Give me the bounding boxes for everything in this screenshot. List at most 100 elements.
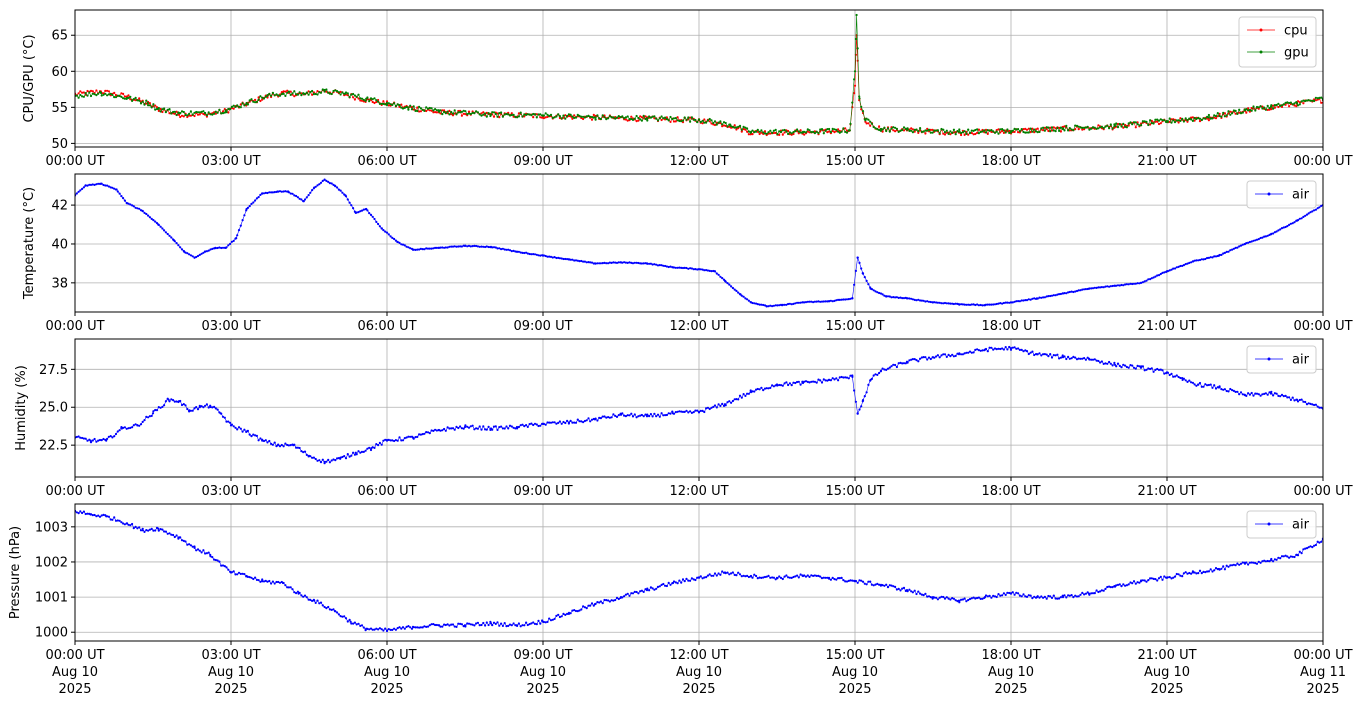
data-point-air [510,425,513,428]
data-point-air [106,437,109,440]
y-tick-label: 50 [51,137,68,152]
data-point-cpu [289,90,292,93]
data-point-gpu [295,93,298,96]
data-point-cpu [175,110,178,113]
data-point-air [257,439,260,442]
data-point-air [220,564,223,567]
data-point-air [785,574,788,577]
data-point-air [114,519,118,522]
data-point-gpu [1195,117,1198,121]
data-point-cpu [853,92,856,95]
data-point-gpu [224,109,227,112]
data-point-air [601,415,604,418]
data-point-air [751,576,754,579]
data-point-gpu [507,113,510,116]
data-point-gpu [327,91,330,94]
data-point-air [692,578,695,581]
data-point-air [558,615,562,619]
data-point-air [180,248,184,251]
legend-label-air: air [1292,518,1310,533]
data-point-air [1288,396,1291,399]
data-point-air [876,373,879,376]
data-point-air [369,448,373,452]
data-point-air [603,598,606,602]
data-point-air [895,588,899,591]
data-point-gpu [672,117,676,120]
data-point-cpu [282,90,285,93]
data-point-air [1024,349,1027,352]
data-point-air [935,596,938,599]
data-point-air [592,604,595,607]
data-point-cpu [986,132,989,135]
data-point-gpu [803,130,806,133]
data-point-air [735,289,738,292]
data-point-gpu [1008,131,1011,134]
data-point-air [81,436,84,440]
data-point-gpu [364,99,367,102]
data-point-air [1040,354,1043,357]
data-point-air [118,429,121,432]
data-point-air [1197,572,1200,575]
data-point-air [443,246,446,249]
data-point-air [929,596,932,599]
data-point-cpu [532,116,535,119]
data-point-air [548,255,551,258]
data-point-air [207,406,210,409]
data-point-air [1149,367,1152,371]
data-point-cpu [1059,130,1062,133]
data-point-air [475,427,478,430]
data-point-air [708,573,711,576]
data-point-gpu [289,93,292,96]
data-point-air [874,373,877,376]
data-point-air [476,427,479,430]
data-point-air [418,626,421,629]
data-point-air [737,398,740,401]
data-point-air [1266,393,1269,396]
data-point-gpu [330,92,333,96]
data-point-air [389,628,392,632]
data-point-gpu [312,93,315,96]
data-point-air [617,597,620,601]
data-point-air [81,511,84,515]
data-point-air [154,220,157,223]
data-point-cpu [1001,129,1004,132]
data-point-air [1225,250,1228,253]
data-point-air [919,592,922,595]
data-point-gpu [1108,127,1111,130]
data-point-gpu [1034,130,1038,133]
data-point-air [997,347,1000,350]
data-point-gpu [416,109,419,113]
data-point-air [913,358,916,361]
data-point-air [1025,595,1029,599]
data-point-air [362,626,365,629]
data-point-gpu [282,92,285,95]
data-point-air [319,601,323,604]
data-point-air [1113,363,1117,366]
data-point-air [1172,375,1175,378]
data-point-air [1022,350,1025,353]
data-point-air [899,296,902,299]
data-point-air [403,627,406,630]
data-point-gpu [1047,126,1050,129]
data-point-air [1211,386,1214,389]
data-point-gpu [1234,109,1237,112]
data-point-air [943,353,947,356]
data-point-air [1129,364,1132,367]
data-point-cpu [1157,122,1161,126]
data-point-gpu [585,115,588,118]
data-point-air [979,303,982,307]
data-point-air [1277,394,1280,397]
data-point-air [1001,347,1004,350]
data-point-air [507,624,510,628]
data-point-cpu [134,99,137,102]
data-point-cpu [254,98,257,101]
data-point-cpu [837,128,840,131]
data-point-air [678,266,681,269]
data-point-cpu [796,130,799,133]
data-point-air [1316,207,1319,210]
data-point-air [917,298,920,301]
data-point-air [168,532,171,535]
data-point-gpu [865,117,868,120]
data-point-air [1090,358,1093,361]
